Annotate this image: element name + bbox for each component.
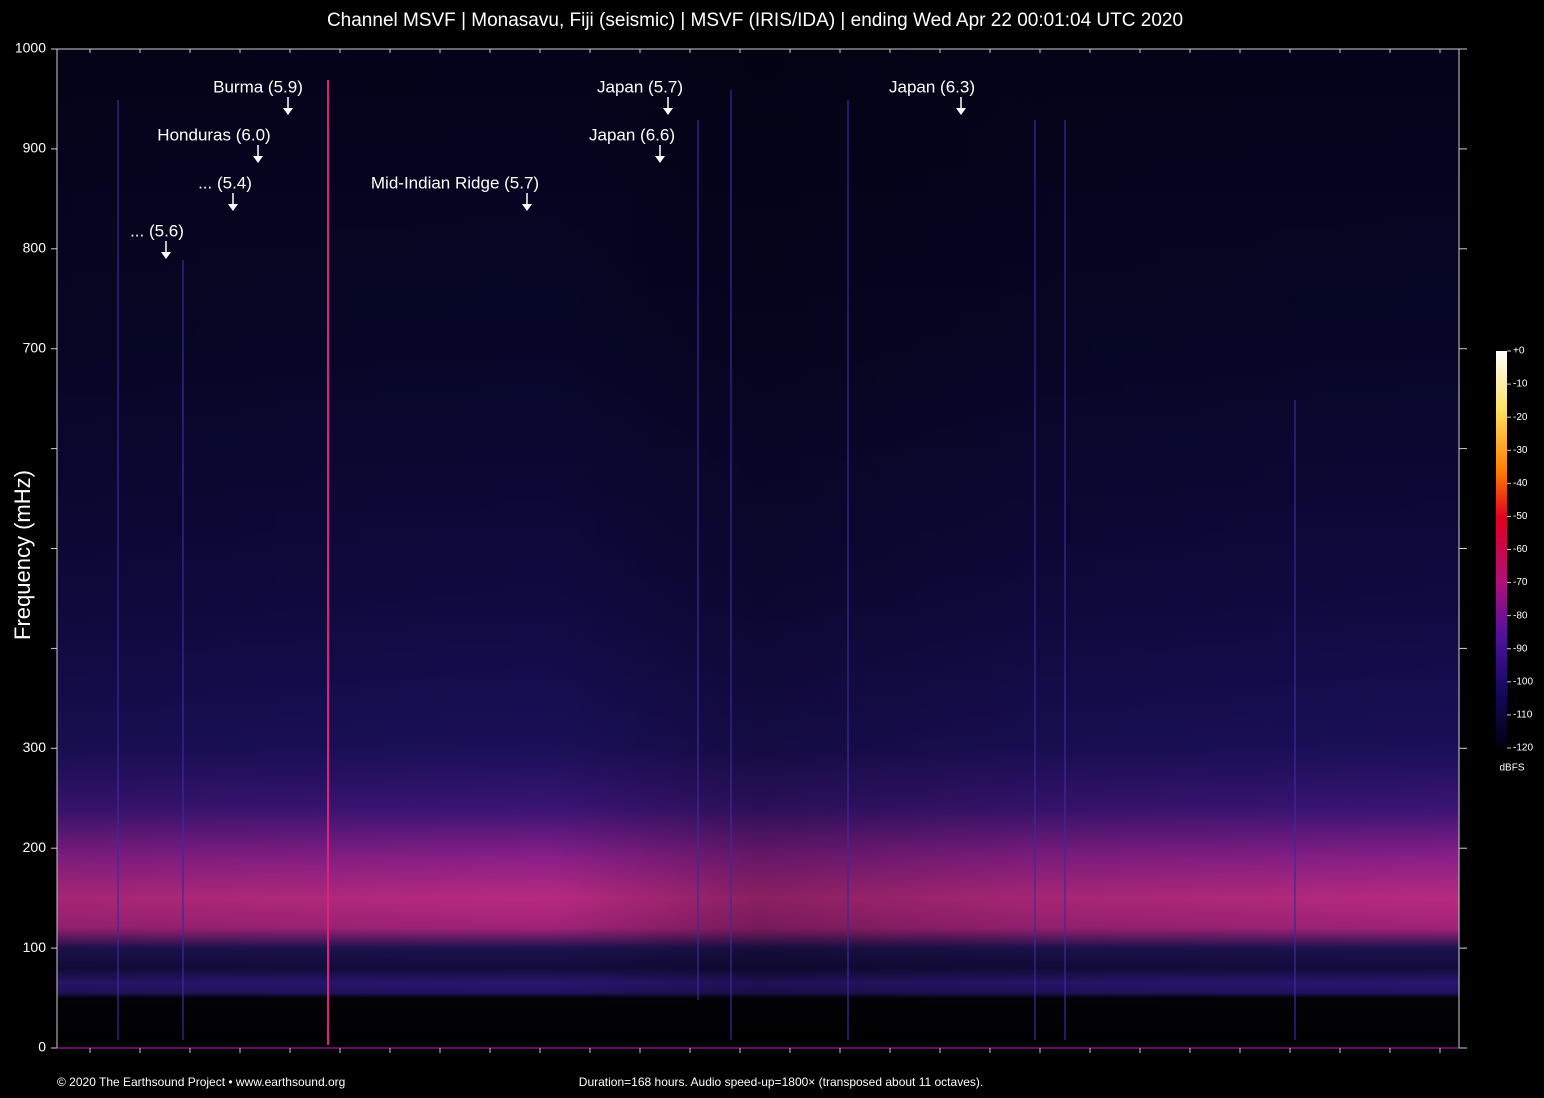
colorbar-tick-label: -100 [1513,676,1533,687]
annotation: Mid-Indian Ridge (5.7) [371,173,539,192]
annotation-arrowhead [956,108,966,115]
y-tick-label: 700 [23,339,47,355]
annotation-arrowhead [522,204,532,211]
annotation: Burma (5.9) [213,77,303,96]
footer-left: © 2020 The Earthsound Project • www.eart… [57,1075,345,1089]
annotation-arrowhead [655,156,665,163]
colorbar-label: dBFS [1499,763,1524,774]
colorbar-tick-label: -30 [1513,445,1528,456]
colorbar [1496,351,1507,748]
colorbar-tick-label: -90 [1513,643,1528,654]
annotation-arrowhead [228,204,238,211]
annotation: ... (5.6) [130,221,184,240]
annotation-arrowhead [283,108,293,115]
y-tick-label: 200 [23,839,47,855]
spectrogram-shade [57,49,1459,1048]
y-tick-label: 800 [23,240,47,256]
colorbar-tick-label: -10 [1513,379,1528,390]
colorbar-tick-label: -110 [1513,710,1533,721]
y-tick-label: 300 [23,739,47,755]
footer-center: Duration=168 hours. Audio speed-up=1800×… [579,1075,983,1089]
annotation: Japan (5.7) [597,77,683,96]
x-ticks [89,49,1441,1053]
colorbar-tick-label: -120 [1513,743,1533,754]
y-tick-label: 1000 [15,40,46,56]
annotation-arrowhead [663,108,673,115]
event-streaks [117,90,1296,1040]
colorbar-tick-label: -20 [1513,412,1528,423]
chart-title: Channel MSVF | Monasavu, Fiji (seismic) … [327,10,1183,31]
y-tick-label: 100 [23,939,47,955]
colorbar-tick-label: -80 [1513,610,1528,621]
colorbar-tick-label: -40 [1513,478,1528,489]
colorbar-tick-label: -60 [1513,544,1528,555]
y-tick-label: 0 [38,1039,46,1055]
annotation-arrowhead [161,252,171,259]
colorbar-tick-label: +0 [1513,346,1525,357]
annotation: Japan (6.6) [589,125,675,144]
colorbar-tick-label: -70 [1513,577,1528,588]
y-tick-label: 900 [23,140,47,156]
annotation: ... (5.4) [198,173,252,192]
annotation-arrowhead [253,156,263,163]
annotation: Japan (6.3) [889,77,975,96]
y-axis-label: Frequency (mHz) [10,470,35,640]
annotation: Honduras (6.0) [157,125,270,144]
colorbar-tick-label: -50 [1513,511,1528,522]
